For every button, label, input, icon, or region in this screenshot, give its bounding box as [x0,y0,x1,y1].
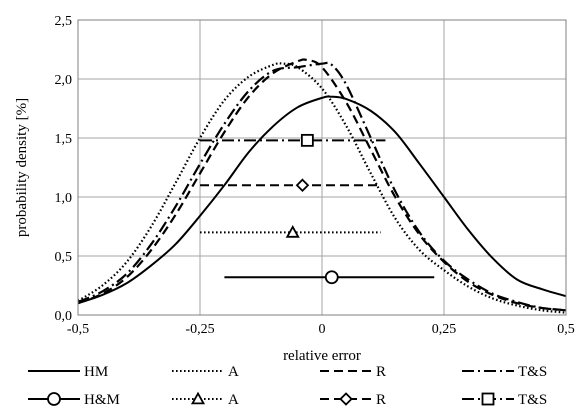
interval-mean-marker-0 [324,270,339,285]
legend-marker [47,392,61,406]
series-line-1 [77,62,567,314]
legend-label: T&S [518,392,547,408]
interval-mean-marker-2 [295,178,310,192]
y-axis-label: probability density [%] [14,98,30,237]
legend-marker [481,392,495,406]
interval-mean-marker-3 [300,133,314,147]
y-tick-label: 1,5 [55,132,73,147]
x-tick-label: 0,5 [557,322,575,337]
x-axis-label: relative error [283,348,361,364]
series-line-2 [77,58,567,312]
y-tick-label: 1,0 [55,191,73,206]
tick-labels: -0,5 -0,25 0 0,25 0,5 0,0 0,5 1,0 1,5 2,0 2,5 [55,14,575,337]
plot-frame [77,19,567,316]
legend-label: H&M [84,392,120,408]
interval-layer [200,133,435,285]
y-tick-label: 2,5 [55,14,73,29]
y-tick-label: 0,0 [55,309,73,324]
legend-label: R [376,392,386,408]
x-tick-label: 0,25 [432,322,457,337]
legend-label: R [376,364,386,380]
legend-label: T&S [518,364,547,380]
legend-marker [339,392,353,406]
series-layer [77,58,567,314]
legend-label: HM [84,364,108,380]
legend: HM A R T&S H&M A R T&S [28,364,547,408]
legend-label: A [228,392,239,408]
x-tick-label: 0 [319,322,326,337]
y-tick-label: 2,0 [55,73,73,88]
legend-label: A [228,364,239,380]
x-tick-label: -0,25 [185,322,214,337]
y-tick-label: 0,5 [55,250,73,265]
x-tick-label: -0,5 [67,322,89,337]
series-line-3 [77,61,567,312]
legend-marker [190,391,206,405]
interval-mean-marker-1 [285,225,300,238]
